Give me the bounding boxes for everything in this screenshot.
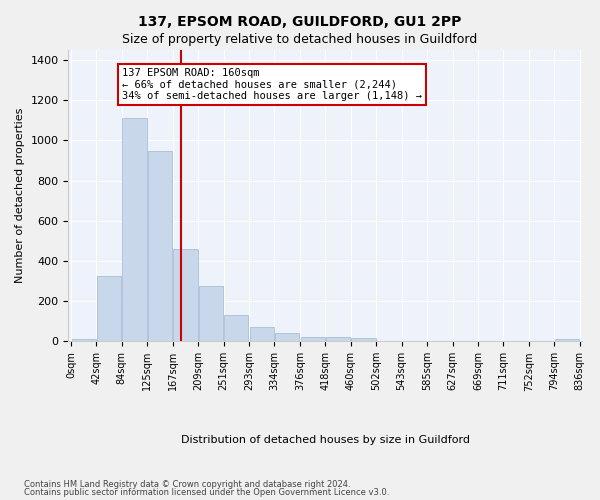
Text: Size of property relative to detached houses in Guildford: Size of property relative to detached ho… [122,32,478,46]
Bar [71,340,96,342]
Bar [275,334,299,342]
Text: 137 EPSOM ROAD: 160sqm
← 66% of detached houses are smaller (2,244)
34% of semi-: 137 EPSOM ROAD: 160sqm ← 66% of detached… [122,68,422,102]
Bar [301,337,325,342]
Bar [250,328,274,342]
Text: Contains public sector information licensed under the Open Government Licence v3: Contains public sector information licen… [24,488,389,497]
Text: 137, EPSOM ROAD, GUILDFORD, GU1 2PP: 137, EPSOM ROAD, GUILDFORD, GU1 2PP [139,15,461,29]
Bar [173,249,197,342]
Bar [326,337,350,342]
Bar [224,315,248,342]
Bar [555,339,579,342]
Bar [97,276,121,342]
Bar [352,338,376,342]
Bar [122,118,146,342]
X-axis label: Distribution of detached houses by size in Guildford: Distribution of detached houses by size … [181,435,470,445]
Text: Contains HM Land Registry data © Crown copyright and database right 2024.: Contains HM Land Registry data © Crown c… [24,480,350,489]
Y-axis label: Number of detached properties: Number of detached properties [15,108,25,284]
Bar [148,152,172,342]
Bar [199,286,223,342]
